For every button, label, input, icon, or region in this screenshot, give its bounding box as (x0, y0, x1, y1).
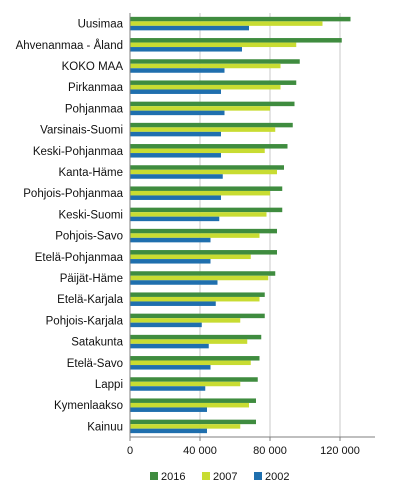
bar-2007-19 (130, 424, 241, 429)
bar-2016-7 (130, 165, 284, 170)
legend-label: 2002 (265, 471, 289, 483)
bar-2007-15 (130, 339, 248, 344)
bar-2002-14 (130, 322, 202, 328)
category-label: Keski-Pohjanmaa (33, 146, 124, 158)
category-label: Pohjanmaa (65, 103, 124, 115)
bar-2002-7 (130, 174, 223, 179)
bar-2002-13 (130, 301, 216, 306)
category-label: Etelä-Savo (67, 358, 123, 370)
bar-2016-2 (130, 59, 300, 64)
bar-2002-11 (130, 259, 211, 264)
bar-2007-3 (130, 84, 281, 90)
bar-2007-12 (130, 275, 269, 281)
category-labels: Uusimaa Ahvenanmaa - Åland KOKO MAA Pirkanm… (16, 19, 124, 434)
bar-2016-10 (130, 228, 277, 234)
bar-2016-15 (130, 334, 262, 340)
bar-2007-9 (130, 212, 267, 217)
bar-2016-18 (130, 398, 256, 403)
bar-2007-16 (130, 360, 251, 366)
category-label: Päijät-Häme (60, 273, 123, 285)
category-label: Pirkanmaa (68, 82, 124, 94)
bar-2002-19 (130, 428, 207, 434)
bar-2016-19 (130, 419, 256, 425)
bar-2002-5 (130, 131, 221, 137)
category-label: Kymenlaakso (54, 400, 123, 412)
bar-2016-5 (130, 122, 293, 128)
category-label: Ahvenanmaa - Åland (16, 39, 123, 52)
bar-2002-12 (130, 280, 218, 285)
bar-2007-1 (130, 42, 297, 48)
bar-2007-10 (130, 233, 260, 238)
bar-2016-17 (130, 377, 258, 382)
bar-2002-3 (130, 89, 221, 94)
bar-2002-15 (130, 343, 209, 349)
bar-2016-8 (130, 186, 283, 191)
bar-2002-17 (130, 386, 206, 391)
legend-swatch-2002 (254, 472, 262, 480)
bar-2016-16 (130, 356, 260, 361)
x-tick-label: 80 000 (253, 445, 287, 457)
legend: 2016 2007 2002 (150, 471, 289, 483)
bar-2007-7 (130, 169, 277, 175)
x-tick-labels: 0 40 000 80 000 120 000 (127, 437, 360, 457)
bar-2016-0 (130, 16, 351, 22)
bar-2007-13 (130, 296, 260, 302)
bar-2007-6 (130, 148, 265, 154)
x-tick-label: 0 (127, 445, 133, 457)
category-label: Etelä-Karjala (57, 294, 123, 306)
bar-2007-0 (130, 21, 323, 26)
category-label: KOKO MAA (62, 61, 124, 73)
category-label: Pohjois-Karjala (46, 315, 124, 327)
bar-2002-6 (130, 153, 221, 158)
bar-2002-8 (130, 195, 221, 200)
bar-2016-4 (130, 101, 295, 107)
category-label: Varsinais-Suomi (40, 125, 123, 137)
legend-swatch-2016 (150, 472, 158, 480)
x-tick-label: 40 000 (183, 445, 217, 457)
gridlines (199, 13, 341, 437)
bar-2016-14 (130, 313, 265, 319)
bar-2007-18 (130, 402, 249, 408)
bar-2002-16 (130, 365, 211, 370)
bar-2016-1 (130, 38, 342, 43)
bar-2007-5 (130, 127, 276, 132)
bar-2016-9 (130, 207, 283, 213)
legend-label: 2007 (213, 471, 237, 483)
bar-2002-0 (130, 25, 249, 31)
category-label: Kainuu (87, 421, 123, 433)
x-tick-label: 120 000 (320, 445, 360, 457)
bar-2016-12 (130, 271, 276, 276)
bar-2016-3 (130, 80, 297, 85)
legend-label: 2016 (161, 471, 185, 483)
category-label: Pohjois-Savo (55, 231, 123, 243)
bar-2007-4 (130, 106, 270, 111)
bars (130, 16, 351, 434)
bar-2002-2 (130, 68, 225, 73)
bar-2002-10 (130, 237, 211, 243)
bar-2007-2 (130, 63, 281, 69)
bar-2016-11 (130, 250, 277, 255)
bar-2007-11 (130, 254, 251, 260)
bar-2016-13 (130, 292, 265, 297)
bar-2007-14 (130, 318, 241, 323)
category-label: Kanta-Häme (58, 167, 123, 179)
legend-swatch-2007 (202, 472, 210, 480)
bar-2002-1 (130, 47, 242, 52)
bar-2016-6 (130, 144, 288, 149)
category-label: Satakunta (71, 337, 123, 349)
bar-2002-4 (130, 110, 225, 116)
bar-2007-17 (130, 381, 241, 387)
bar-2002-9 (130, 216, 220, 222)
category-label: Etelä-Pohjanmaa (35, 252, 124, 264)
bar-2007-8 (130, 190, 270, 196)
category-label: Uusimaa (78, 19, 124, 31)
bar-2002-18 (130, 407, 207, 412)
category-label: Keski-Suomi (58, 209, 123, 221)
category-label: Lappi (95, 379, 123, 391)
category-label: Pohjois-Pohjanmaa (23, 188, 123, 200)
